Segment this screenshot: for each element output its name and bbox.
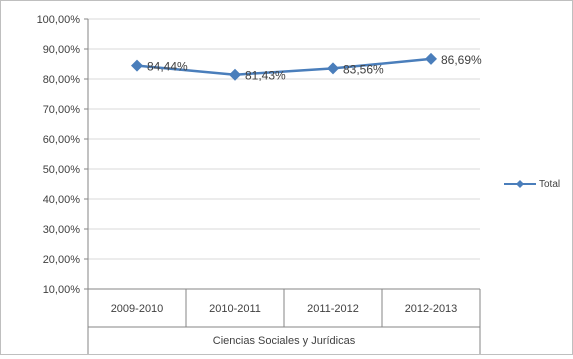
y-tick-label: 20,00% — [43, 254, 81, 266]
group-label: Ciencias Sociales y Jurídicas — [213, 335, 356, 347]
category-label: 2011-2012 — [307, 303, 359, 315]
data-point — [131, 59, 143, 72]
data-label: 83,56% — [343, 62, 384, 76]
data-label: 84,44% — [147, 60, 188, 74]
y-tick-label: 60,00% — [43, 134, 81, 146]
series-total: 84,44% 81,43% 83,56% 86,69% — [131, 52, 482, 83]
y-tick-label: 100,00% — [37, 14, 81, 26]
data-point — [327, 62, 339, 75]
y-tick-label: 10,00% — [43, 284, 81, 296]
plot-area — [88, 19, 480, 289]
data-label: 81,43% — [245, 69, 286, 83]
data-label: 86,69% — [441, 53, 482, 67]
category-label: 2012-2013 — [405, 303, 458, 315]
legend: Total — [504, 179, 560, 190]
category-label: 2009-2010 — [111, 303, 164, 315]
y-axis-ticks: 100,00% 90,00% 80,00% 70,00% 60,00% 50,00% 40,… — [37, 14, 88, 296]
line-chart: 100,00% 90,00% 80,00% 70,00% 60,00% 50,00% 40,… — [37, 14, 560, 354]
y-tick-label: 80,00% — [43, 74, 81, 86]
y-tick-label: 40,00% — [43, 194, 81, 206]
legend-label-total: Total — [539, 179, 560, 190]
y-tick-label: 30,00% — [43, 224, 81, 236]
axes — [87, 19, 481, 354]
category-label: 2010-2011 — [209, 303, 261, 315]
category-labels: 2009-2010 2010-2011 2011-2012 2012-2013 — [111, 303, 458, 315]
data-point — [425, 52, 437, 65]
series-line — [136, 57, 432, 76]
y-tick-label: 70,00% — [43, 104, 81, 116]
data-point — [229, 68, 241, 81]
y-tick-label: 50,00% — [43, 164, 81, 176]
legend-marker — [516, 180, 524, 188]
y-tick-label: 90,00% — [43, 44, 81, 56]
